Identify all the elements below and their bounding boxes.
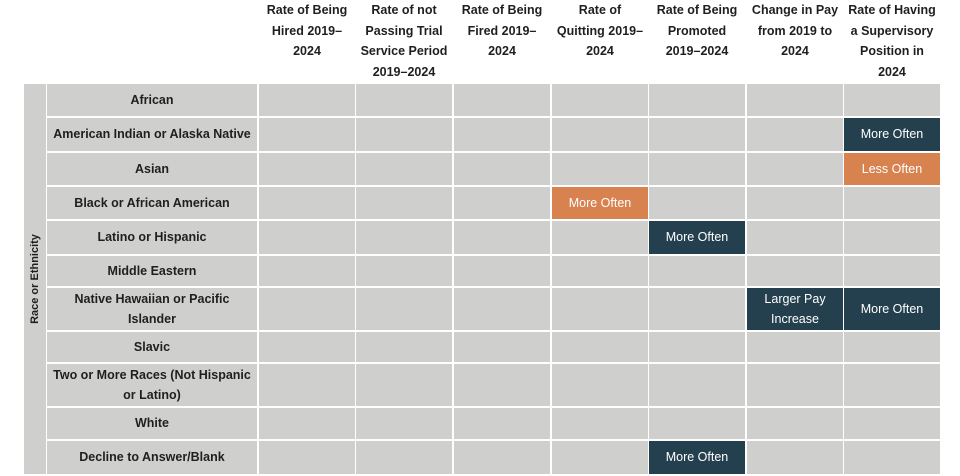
column-header: Rate of not Passing Trial Service Period… [360,3,448,79]
row-label: Decline to Answer/Blank [47,441,257,474]
table-cell [259,441,355,474]
table-cell [844,84,940,116]
table-cell [552,221,648,254]
column-header: Rate of Being Promoted 2019–2024 [656,3,738,58]
table-cell [747,332,843,362]
table-cell [844,364,940,406]
table-cell [259,288,355,330]
table-cell [454,441,550,474]
table-cell [844,408,940,439]
table-cell [259,256,355,286]
table-cell: More Often [649,441,745,474]
table-cell [259,118,355,151]
table-cell: More Often [552,187,648,219]
table-cell [649,332,745,362]
table-cell [649,408,745,439]
table-cell [552,288,648,330]
table-cell [649,187,745,219]
column-header: Rate of Being Fired 2019– 2024 [461,3,543,58]
table-cell [259,364,355,406]
table-cell [552,332,648,362]
table-cell [454,84,550,116]
column-header: Rate of Having a Supervisory Position in… [848,3,936,79]
column-header: Rate of Being Hired 2019– 2024 [266,3,348,58]
row-label: Two or More Races (Not Hispanic or Latin… [47,364,257,406]
table-cell [552,153,648,185]
table-cell [454,408,550,439]
table-cell [552,118,648,151]
table-cell [747,84,843,116]
table-cell [747,187,843,219]
table-cell [844,332,940,362]
table-cell [356,187,452,219]
table-cell [747,364,843,406]
table-cell [747,408,843,439]
table-cell [356,118,452,151]
table-cell [454,332,550,362]
table-cell [747,256,843,286]
table-cell [844,441,940,474]
table-cell [454,256,550,286]
table-cell [356,84,452,116]
table-cell [649,364,745,406]
table-cell [747,221,843,254]
row-label: Native Hawaiian or Pacific Islander [47,288,257,330]
table-cell [454,153,550,185]
table-cell [649,84,745,116]
table-cell [454,187,550,219]
table-cell [649,256,745,286]
table-cell [649,153,745,185]
table-cell: More Often [844,118,940,151]
table-cell [552,364,648,406]
row-group-label: Race or Ethnicity [29,234,41,324]
table-cell [552,84,648,116]
table-cell [454,364,550,406]
table-cell [552,441,648,474]
table-cell [356,408,452,439]
table-cell [259,153,355,185]
table-cell [259,221,355,254]
table-cell [356,256,452,286]
row-label: American Indian or Alaska Native [47,118,257,151]
table-cell [552,256,648,286]
table-cell [844,187,940,219]
table-cell [356,364,452,406]
table-cell [356,221,452,254]
table-cell [747,441,843,474]
table-cell [844,221,940,254]
table-cell [259,84,355,116]
table-cell [747,153,843,185]
table-cell: More Often [649,221,745,254]
row-label: Asian [47,153,257,185]
row-group-band [24,84,46,474]
table-cell [454,118,550,151]
table-cell [356,153,452,185]
row-label: Latino or Hispanic [47,221,257,254]
column-header: Change in Pay from 2019 to 2024 [751,3,839,58]
table-cell [747,118,843,151]
table-cell: Larger Pay Increase [747,288,843,330]
row-label: Slavic [47,332,257,362]
table-cell [259,408,355,439]
table-cell: More Often [844,288,940,330]
row-label: White [47,408,257,439]
table-cell: Less Often [844,153,940,185]
row-label: Middle Eastern [47,256,257,286]
table-cell [844,256,940,286]
table-cell [552,408,648,439]
table-cell [259,332,355,362]
row-label: Black or African American [47,187,257,219]
table-cell [454,288,550,330]
table-cell [649,288,745,330]
table-cell [356,332,452,362]
table-cell [454,221,550,254]
table-cell [356,288,452,330]
column-header: Rate of Quitting 2019– 2024 [556,3,644,58]
table-cell [356,441,452,474]
table-cell [259,187,355,219]
table-cell [649,118,745,151]
row-label: African [47,84,257,116]
